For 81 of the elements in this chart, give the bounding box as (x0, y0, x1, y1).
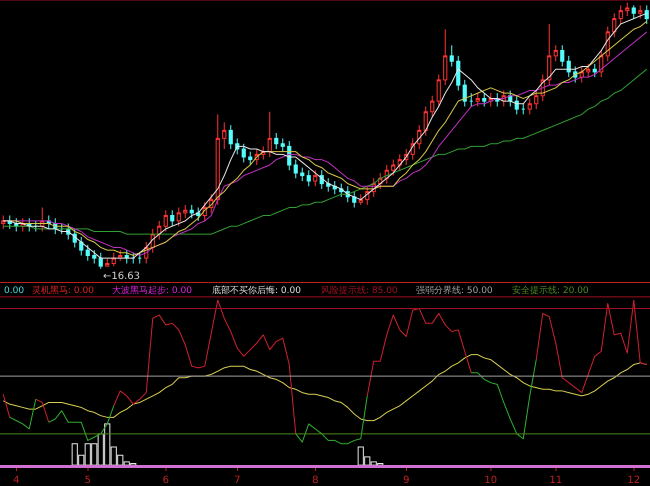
x-tick-label: 9 (403, 475, 410, 486)
candlestick (222, 122, 226, 150)
text: 风险提示线: 85.00 (321, 285, 398, 296)
candlestick (268, 111, 272, 158)
x-tick-label: 10 (484, 475, 498, 486)
candlestick (280, 138, 285, 152)
candlestick (644, 4, 649, 24)
x-tick-label: 4 (13, 475, 20, 486)
candlestick (313, 170, 318, 187)
candlestick (358, 194, 363, 206)
x-tick-label: 8 (312, 475, 318, 486)
candlestick (248, 151, 252, 166)
candlestick (521, 103, 526, 115)
candlestick (618, 4, 623, 24)
candlestick (300, 167, 304, 182)
candlestick (294, 159, 298, 179)
candlestick (430, 95, 434, 118)
candlestick (332, 180, 337, 195)
candlestick (306, 170, 311, 187)
candlestick (365, 186, 370, 206)
candlestick (157, 220, 162, 240)
candlestick (79, 236, 84, 256)
candlestick (86, 244, 90, 262)
candlestick (190, 204, 194, 219)
text: 底部不买你后悔: 0.00 (212, 285, 302, 296)
text: 安全提示线: 20.00 (512, 285, 589, 296)
candlestick (638, 4, 642, 20)
candlestick (105, 258, 110, 267)
candlestick (8, 215, 12, 230)
candlestick (599, 50, 604, 78)
candlestick (196, 207, 200, 222)
candlestick (72, 228, 77, 248)
candlestick (443, 28, 448, 86)
candlestick (391, 159, 396, 176)
candlestick (274, 132, 278, 150)
candlestick (183, 204, 188, 219)
candlestick (326, 178, 330, 192)
candlestick (528, 98, 532, 115)
candlestick (547, 23, 552, 86)
candlestick (612, 12, 616, 38)
x-tick-label: 5 (84, 475, 91, 486)
candlestick (112, 252, 116, 267)
candlestick (566, 55, 571, 78)
candlestick (592, 63, 597, 78)
candlestick (138, 252, 142, 264)
text: 强弱分界线: 50.00 (416, 285, 493, 296)
candlestick (164, 210, 168, 232)
candlestick (242, 143, 246, 163)
candlestick (580, 66, 584, 83)
candlestick (534, 90, 538, 110)
candlestick (170, 210, 174, 227)
x-tick-label: 12 (627, 475, 640, 486)
candlestick (98, 252, 103, 270)
candlestick (398, 154, 402, 171)
candlestick (632, 4, 636, 20)
candlestick (456, 55, 460, 91)
x-tick-label: 6 (162, 475, 169, 486)
candlestick (495, 92, 500, 107)
candlestick (450, 44, 454, 68)
candlestick (514, 95, 519, 115)
candlestick (476, 92, 480, 107)
candlestick (482, 92, 486, 107)
candlestick (216, 114, 220, 206)
x-tick-label: 7 (234, 475, 240, 486)
text: 灵机黑马: 0.00 (32, 285, 94, 296)
candlestick (228, 124, 233, 150)
candlestick (92, 250, 96, 264)
text: ←16.63 (103, 271, 140, 282)
candlestick (560, 44, 564, 68)
x-tick-label: 11 (549, 475, 562, 486)
text: 0.00 (4, 286, 24, 296)
candlestick (436, 74, 441, 107)
text: 大波黑马起步: 0.00 (112, 285, 192, 296)
candlestick (124, 250, 129, 264)
candlestick (586, 63, 590, 78)
candlestick (424, 106, 428, 136)
candlestick (462, 79, 467, 107)
candlestick (554, 44, 558, 62)
candlestick (469, 92, 474, 107)
candlestick (176, 207, 181, 227)
candlestick (352, 191, 356, 208)
